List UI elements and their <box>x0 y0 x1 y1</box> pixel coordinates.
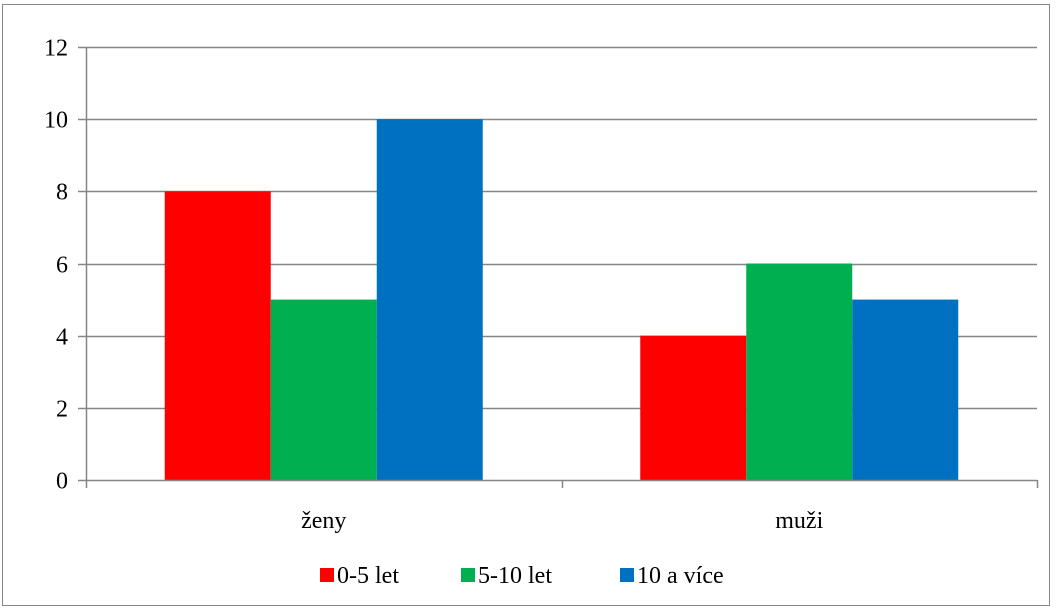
legend-label: 10 a více <box>637 563 724 589</box>
bar-1-0 <box>270 299 377 480</box>
bar-2-1 <box>852 299 959 480</box>
legend-label: 0-5 let <box>337 563 399 589</box>
x-tick-label: ženy <box>301 508 346 534</box>
bar-2-0 <box>376 119 483 481</box>
legend-swatch <box>620 568 634 582</box>
legend-label: 5-10 let <box>478 563 552 589</box>
y-tick-label: 6 <box>56 253 68 279</box>
y-tick-label: 2 <box>56 397 68 423</box>
bar-0-0 <box>164 191 271 481</box>
axes <box>78 46 1039 488</box>
y-tick-labels: 0 2 4 6 8 10 12 <box>44 36 68 495</box>
y-tick-label: 0 <box>56 469 68 495</box>
y-tick-label: 4 <box>56 325 68 351</box>
legend-swatch <box>320 568 334 582</box>
bars <box>164 119 959 481</box>
y-tick-label: 8 <box>56 180 68 206</box>
legend: 0-5 let 5-10 let 10 a více <box>320 563 724 589</box>
x-tick-label: muži <box>775 508 823 534</box>
x-tick-labels: ženy muži <box>301 508 823 534</box>
y-tick-label: 12 <box>44 36 68 62</box>
legend-swatch <box>461 568 475 582</box>
y-tick-label: 10 <box>44 108 68 134</box>
bar-1-1 <box>746 263 853 480</box>
bar-0-1 <box>640 335 747 480</box>
